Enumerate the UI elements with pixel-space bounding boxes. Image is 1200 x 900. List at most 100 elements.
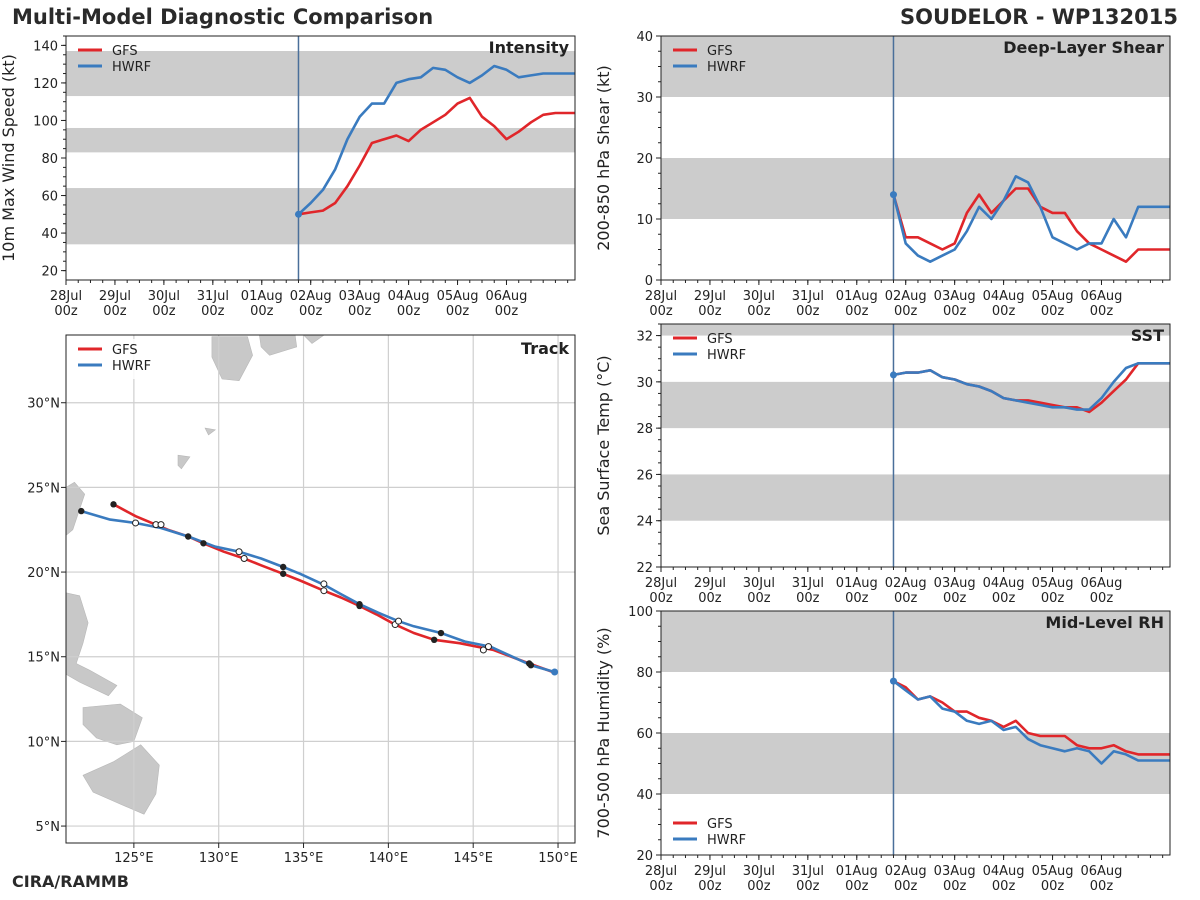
land-visayas <box>82 703 143 746</box>
land-okinawa <box>177 454 191 470</box>
rh-series-gfs <box>892 679 1170 756</box>
intensity-panel: 2040608010012014028Jul00z29Jul00z30Jul00… <box>0 35 576 319</box>
shear-xtick-label-hour: 00z <box>1090 304 1114 319</box>
land-mindanao <box>82 744 160 815</box>
intensity-ytick-label: 100 <box>33 114 58 129</box>
track-xtick-label: 150°E <box>538 851 578 866</box>
shear-series-hwrf <box>892 175 1170 264</box>
track-ytick-label: 30°N <box>27 397 60 412</box>
shear-xtick-label-hour: 00z <box>1041 304 1065 319</box>
track-xtick-label: 135°E <box>284 851 324 866</box>
sst-init-point <box>889 371 897 379</box>
intensity-xtick-label-date: 06Aug <box>486 289 528 304</box>
sst-xtick-label-date: 04Aug <box>983 576 1025 591</box>
shear-xtick-label-hour: 00z <box>698 304 722 319</box>
sst-xtick-label-date: 29Jul <box>694 576 726 591</box>
sst-series-hwrf <box>893 361 1170 411</box>
track-ytick-label: 20°N <box>27 566 60 581</box>
shear-series-gfs <box>892 187 1170 264</box>
sst-ytick-label: 26 <box>636 468 653 483</box>
intensity-series-hwrf <box>297 64 575 216</box>
shear-xtick-label-date: 04Aug <box>983 289 1025 304</box>
track-frame <box>65 334 576 844</box>
track-marker-filled <box>110 501 117 508</box>
intensity-ytick-label: 60 <box>41 190 58 205</box>
land-borneo-tip <box>0 784 41 843</box>
sst-xtick-label-hour: 00z <box>1041 591 1065 606</box>
shear-ytick-label: 0 <box>645 274 653 289</box>
track-marker-filled <box>279 563 287 571</box>
rh-init-point <box>889 677 897 685</box>
intensity-xtick-label-hour: 00z <box>103 304 127 319</box>
track-xtick-label: 125°E <box>114 851 154 866</box>
sst-frame <box>660 323 1171 568</box>
shear-xtick-label-date: 03Aug <box>934 289 976 304</box>
sst-series-group <box>893 361 1170 414</box>
rh-xtick-label-hour: 00z <box>845 879 869 894</box>
shear-panel: 01020304028Jul00z29Jul00z30Jul00z31Jul00… <box>594 30 1171 319</box>
rh-xtick-label-hour: 00z <box>796 879 820 894</box>
rh-series-group <box>892 679 1170 765</box>
rh-series-hwrf <box>892 680 1170 765</box>
land-honshu <box>235 335 325 344</box>
shear-ytick-label: 30 <box>636 91 653 106</box>
shear-ytick-label: 10 <box>636 213 653 228</box>
sst-xtick-label-hour: 00z <box>894 591 918 606</box>
intensity-xtick-label-date: 30Jul <box>148 289 180 304</box>
shear-series-group <box>892 175 1170 264</box>
land-amami <box>204 427 217 436</box>
track-title: Track <box>521 339 569 358</box>
rh-title: Mid-Level RH <box>1045 613 1164 632</box>
track-panel: 125°E 130°E 135°E 140°E 145°E 150°E 5°N 10°N 15°… <box>0 334 578 866</box>
intensity-xtick-label-date: 31Jul <box>197 289 229 304</box>
shear-legend-label-gfs: GFS <box>707 44 733 59</box>
intensity-ytick-label: 80 <box>41 152 58 167</box>
shear-xtick-label-date: 28Jul <box>645 289 677 304</box>
rh-xtick-label-date: 05Aug <box>1032 864 1074 879</box>
intensity-xtick-label-hour: 00z <box>54 304 78 319</box>
sst-ytick-label: 24 <box>636 515 653 530</box>
rh-xtick-label-date: 06Aug <box>1081 864 1123 879</box>
shear-xtick-label-date: 05Aug <box>1032 289 1074 304</box>
intensity-ylabel: 10m Max Wind Speed (kt) <box>0 54 18 262</box>
sst-xtick-label-hour: 00z <box>698 591 722 606</box>
sst-band-2 <box>661 324 1170 336</box>
intensity-xtick-label-date: 04Aug <box>388 289 430 304</box>
sst-xtick-label-date: 01Aug <box>836 576 878 591</box>
rh-ytick-label: 20 <box>636 849 653 864</box>
track-map-group <box>0 335 575 843</box>
track-ytick-label: 10°N <box>27 735 60 750</box>
track-xtick-label: 130°E <box>199 851 239 866</box>
intensity-ytick-label: 120 <box>33 77 58 92</box>
intensity-xtick-label-date: 05Aug <box>437 289 479 304</box>
shear-xtick-label-hour: 00z <box>943 304 967 319</box>
intensity-xtick-label-date: 29Jul <box>99 289 131 304</box>
shear-band-0 <box>661 158 1170 219</box>
shear-legend-label-hwrf: HWRF <box>707 60 746 75</box>
sst-xtick-label-date: 28Jul <box>645 576 677 591</box>
intensity-xtick-label-date: 02Aug <box>290 289 332 304</box>
intensity-band-0 <box>66 188 575 245</box>
sst-xtick-label-date: 02Aug <box>885 576 927 591</box>
shear-xtick-label-hour: 00z <box>796 304 820 319</box>
rh-ylabel: 700-500 hPa Humidity (%) <box>594 627 613 838</box>
sst-xtick-label-date: 05Aug <box>1032 576 1074 591</box>
intensity-band-2 <box>66 51 575 97</box>
shear-xtick-label-hour: 00z <box>845 304 869 319</box>
track-marker-open <box>240 555 248 563</box>
intensity-legend-label-hwrf: HWRF <box>112 60 151 75</box>
sst-panel: 22242628303228Jul00z29Jul00z30Jul00z31Ju… <box>594 323 1171 606</box>
page-title: Multi-Model Diagnostic Comparison <box>12 5 434 29</box>
shear-xtick-label-date: 02Aug <box>885 289 927 304</box>
track-marker-filled <box>356 601 363 608</box>
rh-legend-label-hwrf: HWRF <box>707 833 746 848</box>
intensity-band-1 <box>66 127 575 153</box>
rh-panel: 2040608010028Jul00z29Jul00z30Jul00z31Jul… <box>594 605 1171 894</box>
sst-xtick-label-date: 03Aug <box>934 576 976 591</box>
track-marker-open <box>479 646 487 654</box>
land-taiwan <box>66 481 86 536</box>
land-kyushu <box>211 336 253 382</box>
track-ytick-label: 15°N <box>27 651 60 666</box>
intensity-xtick-label-date: 03Aug <box>339 289 381 304</box>
track-xtick-label: 140°E <box>369 851 409 866</box>
